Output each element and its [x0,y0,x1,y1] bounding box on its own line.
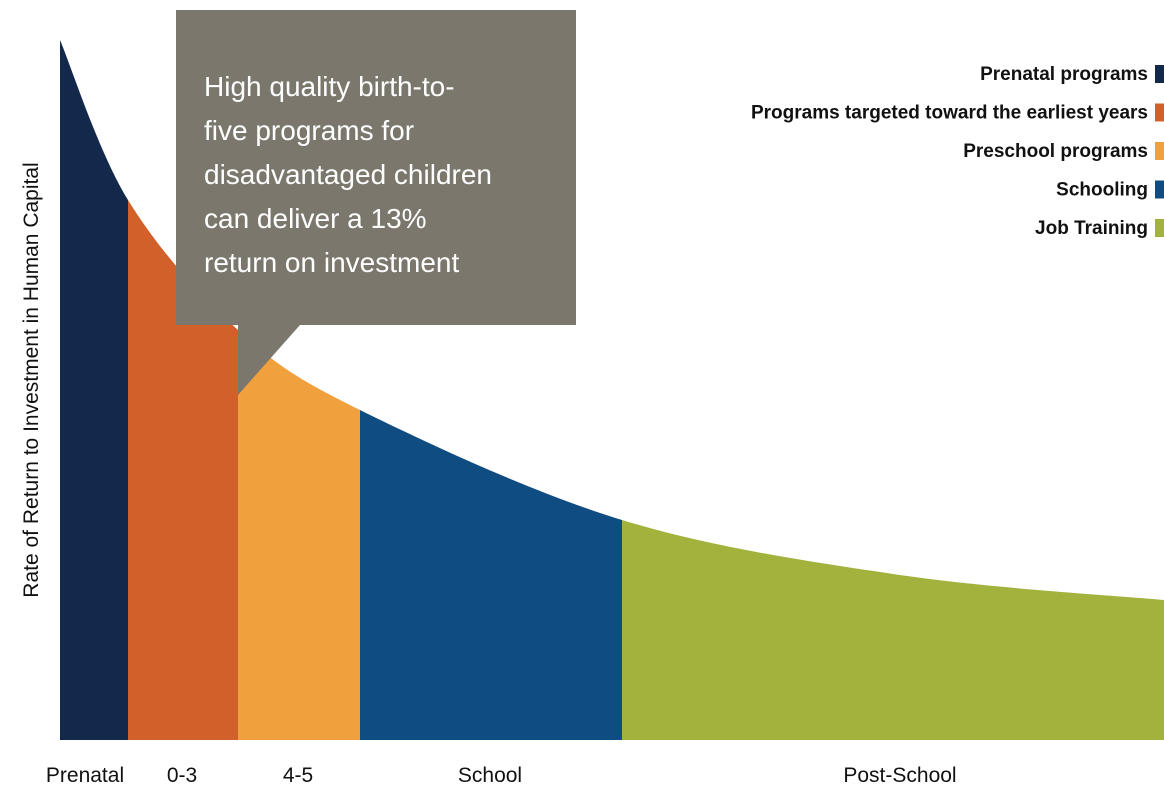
legend-label: Job Training [1035,218,1148,239]
callout-line: return on investment [204,247,459,278]
legend: Prenatal programs Programs targeted towar… [751,64,1164,239]
y-axis-label: Rate of Return to Investment in Human Ca… [20,162,43,597]
legend-swatch [1155,103,1164,122]
stage-segment [60,40,128,740]
x-label: 4-5 [283,764,313,787]
x-label: 0-3 [167,764,197,787]
legend-label: Schooling [1056,180,1148,201]
legend-swatch [1155,65,1164,83]
legend-swatch [1155,219,1164,237]
legend-swatch [1155,142,1164,160]
legend-swatch [1155,180,1164,199]
x-label: School [458,764,522,787]
callout-line: High quality birth-to- [204,71,455,102]
legend-label: Preschool programs [963,141,1148,162]
legend-label: Programs targeted toward the earliest ye… [751,103,1148,124]
x-label: Prenatal [46,764,124,787]
legend-label: Prenatal programs [980,64,1148,85]
callout-line: five programs for [204,115,414,146]
callout: High quality birth-to- five programs for… [176,10,576,395]
x-labels: Prenatal 0-3 4-5 School Post-School [46,764,957,787]
x-label: Post-School [843,764,956,787]
callout-box [176,10,576,395]
callout-line: disadvantaged children [204,159,492,190]
callout-line: can deliver a 13% [204,203,427,234]
